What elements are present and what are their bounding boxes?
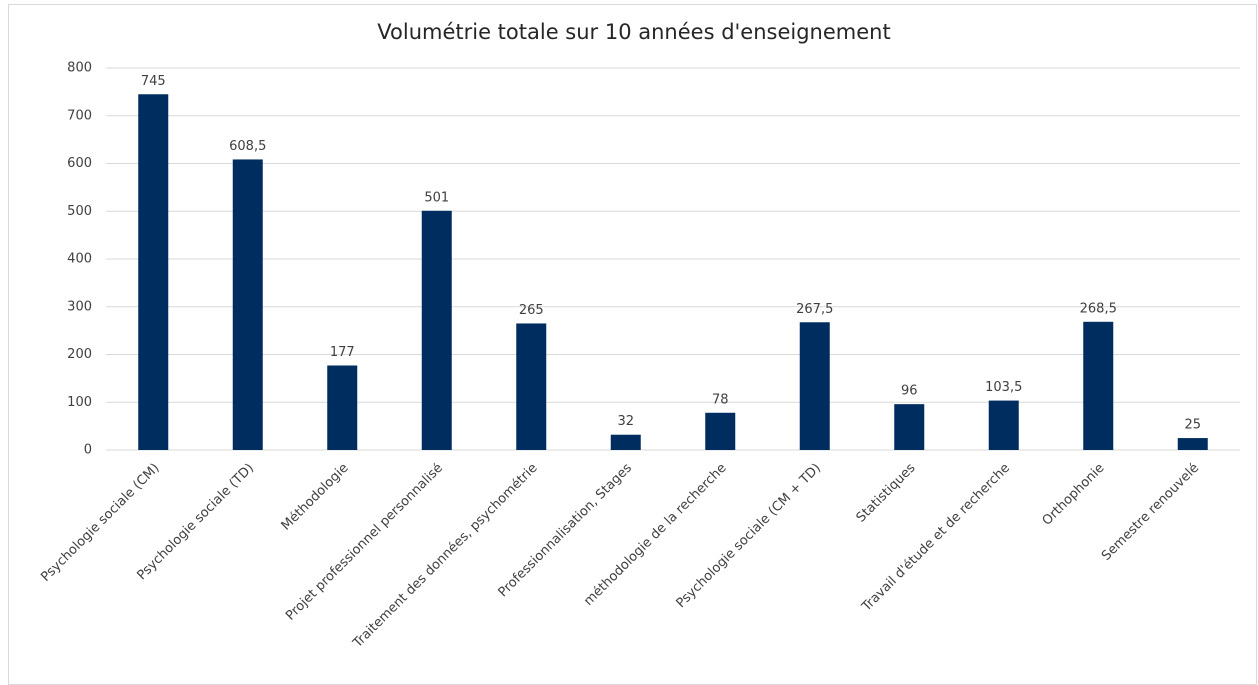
bar [327,365,358,450]
y-tick-label: 0 [84,443,92,458]
data-label: 267,5 [796,302,833,317]
data-label: 103,5 [985,380,1022,395]
bar [894,404,925,450]
bar [1083,321,1114,450]
bar [988,400,1019,450]
y-tick-label: 400 [67,252,92,267]
data-label: 745 [141,74,166,89]
y-tick-label: 100 [67,395,92,410]
data-label: 608,5 [229,139,266,154]
chart-frame [8,4,1257,685]
y-tick-label: 600 [67,156,92,171]
chart-title: Volumétrie totale sur 10 années d'enseig… [377,20,890,44]
data-label: 501 [424,190,449,205]
y-tick-label: 800 [67,61,92,76]
bar [421,210,452,450]
bar [516,323,547,450]
bar [705,412,736,450]
bar [799,322,830,450]
data-label: 268,5 [1080,301,1117,316]
data-label: 32 [617,414,634,429]
data-label: 25 [1184,418,1201,433]
bar [232,159,263,450]
data-label: 78 [712,392,729,407]
data-label: 177 [330,345,355,360]
data-label: 96 [901,384,918,399]
y-tick-label: 200 [67,347,92,362]
bar [610,434,641,450]
y-tick-label: 300 [67,299,92,314]
y-tick-label: 700 [67,108,92,123]
bar [1177,438,1208,450]
data-label: 265 [519,303,544,318]
y-tick-label: 500 [67,204,92,219]
bar [138,94,169,450]
